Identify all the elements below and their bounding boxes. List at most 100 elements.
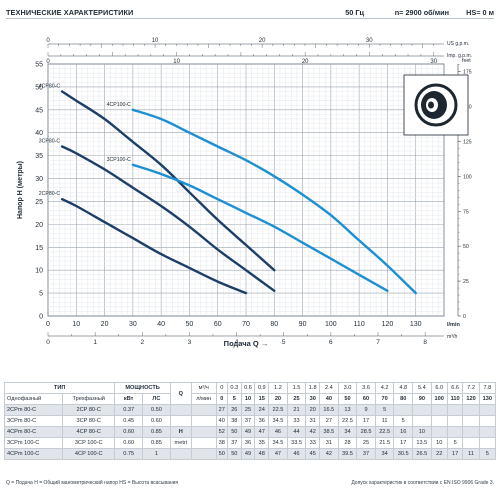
row-three-phase-model: 3CP 100-C [62,437,116,449]
series-label-3cp80-c: 3CP80-C [39,138,61,144]
row-power-hp: 1 [142,448,171,460]
header-m3h-value: 7.2 [462,382,480,394]
x-axis-label: Подача Q → [224,339,269,348]
table-row: 3CPm 100-C 3CP 100-C 0.60 0.85 metri 38 37 36 35… [3,437,497,449]
row-head-value: 45 [305,448,321,460]
header-m3h-value: 0.9 [254,382,270,394]
imp-gpm-label: Imp. g.p.m. [447,53,472,59]
m3h-tick-label: 1 [93,339,97,346]
row-head-value: 50 [215,448,228,460]
impeller-thumbnail [403,74,469,136]
header-lmin-value: 15 [254,393,270,405]
row-head-value: 37 [356,448,376,460]
row-head-value: 27 [319,415,339,427]
y-tick-label: 45 [35,107,43,114]
x-unit-label: l/min [447,322,460,328]
m3h-tick-label: 8 [423,339,427,346]
row-three-phase-model: 4CP 100-C [62,448,116,460]
row-head-value: 52 [215,426,228,438]
header-lmin-value: 60 [356,393,376,405]
row-head-value: 22.5 [337,415,358,427]
table-header-row: Однофазный Трехфазный кВт ЛС л/мин 0 5 10 15 20 25… [3,393,497,405]
x-tick-label: 120 [382,321,394,328]
chart-grid [47,63,445,317]
row-head-value: 28.5 [356,426,376,438]
curve-4cp80-c [60,90,276,272]
us-gpm-tick-label: 10 [152,38,159,44]
row-power-kw: 0.60 [114,426,144,438]
row-head-value: 20 [305,404,321,416]
row-head-value: 37 [240,415,256,427]
header-m3h-value: 4.8 [393,382,414,394]
y-tick-label: 25 [35,199,43,206]
x-tick-label: 30 [129,321,137,328]
header-m3h-value: 5.4 [412,382,432,394]
row-blank-cell [190,437,217,449]
header-divider [6,18,494,19]
row-head-value: 31 [305,415,321,427]
y-tick-label: 35 [35,153,43,160]
row-head-value: 38 [215,437,228,449]
chart-curves [60,90,417,295]
feet-tick-label: 175 [463,70,472,76]
m3h-tick-label: 4 [235,339,239,346]
row-head-value: 38 [226,415,242,427]
header-kw: кВт [114,393,144,405]
row-head-value: 30.5 [393,448,414,460]
row-head-value: 5 [446,437,464,449]
row-head-value: 34.5 [268,437,288,449]
row-h-label: H [169,426,192,438]
header-lmin-value: 5 [226,393,242,405]
row-head-value: 35 [254,437,270,449]
row-head-value: 47 [254,426,270,438]
row-head-value: 5 [374,404,395,416]
us-gpm-label: US g.p.m. [447,41,469,47]
row-head-value [446,426,464,438]
row-power-kw: 0.37 [114,404,144,416]
chart-labels: 4CP80-C 3CP80-C 2CP80-C 4CP100-C 3CP100-C [39,83,131,197]
row-head-value: 34 [337,426,358,438]
header-m3h-value: 0.3 [226,382,242,394]
row-head-value: 17 [356,415,376,427]
row-head-value: 13.5 [412,437,432,449]
feet-tick-label: 0 [463,314,466,320]
header-m3h-value: 2.4 [319,382,339,394]
row-head-value: 10 [430,437,448,449]
row-head-value: 33 [305,437,321,449]
header-m3h-value: 7.8 [478,382,497,394]
row-head-value: 13 [337,404,358,416]
row-head-value: 5 [393,415,414,427]
header-m3h-value: 0.6 [240,382,256,394]
table-row: 2CPm 80-C 2CP 80-C 0.37 0.50 27 26 25 24 22.5 21 2… [3,404,497,416]
row-head-value: 37 [226,437,242,449]
row-head-value: 21.5 [374,437,395,449]
header-lmin-value: 130 [478,393,497,405]
row-head-value: 28 [337,437,358,449]
header-lmin-value: 90 [412,393,432,405]
feet-tick-label: 100 [463,174,472,180]
x-tick-label: 130 [410,321,422,328]
row-head-value: 22 [430,448,448,460]
row-h-unit: metri [169,437,192,449]
x-tick-label: 40 [157,321,165,328]
x-tick-label: 20 [101,321,109,328]
series-label-3cp100-c: 3CP100-C [107,157,131,163]
row-head-value: 50 [226,426,242,438]
row-head-value: 47 [268,448,288,460]
row-head-value: 49 [240,448,256,460]
row-head-value: 31 [319,437,339,449]
row-head-value: 17 [446,448,464,460]
header-lmin-unit: л/мин [190,393,217,405]
row-head-value: 46 [286,448,307,460]
row-single-phase-model: 3CPm 100-C [3,437,64,449]
row-head-value: 33 [286,415,307,427]
row-head-value [430,404,448,416]
row-head-value [462,404,480,416]
y-tick-label: 10 [35,268,43,275]
row-head-value [462,426,480,438]
x-tick-label: 0 [46,321,50,328]
row-head-value [462,415,480,427]
row-power-hp: 0.85 [142,437,171,449]
